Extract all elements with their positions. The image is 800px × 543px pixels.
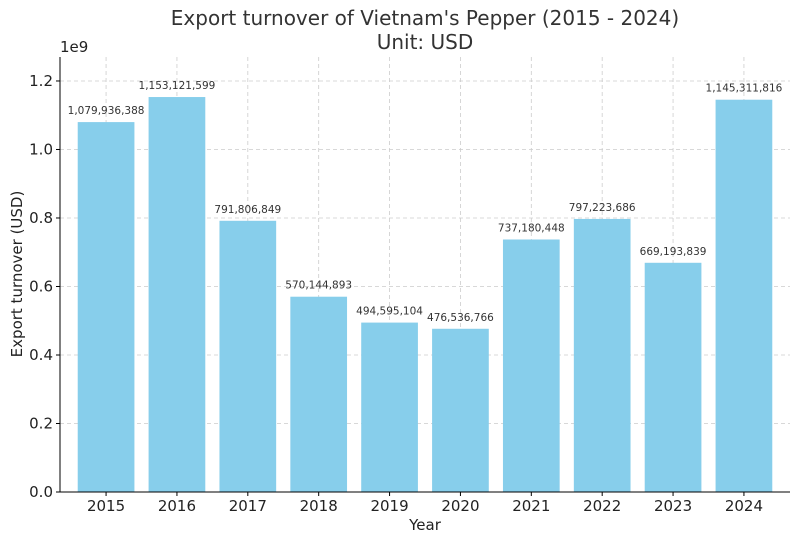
x-tick-label-2020: 2020	[441, 497, 479, 515]
y-tick-label: 0.2	[29, 414, 53, 432]
y-tick-label: 0.6	[29, 277, 53, 295]
data-label-2023: 669,193,839	[640, 246, 707, 258]
data-label-2016: 1,153,121,599	[139, 80, 216, 92]
data-label-2019: 494,595,104	[356, 306, 423, 318]
bar-2018	[290, 296, 348, 492]
data-label-2024: 1,145,311,816	[706, 83, 783, 95]
bar-2016	[148, 97, 206, 493]
x-axis-label: Year	[408, 516, 442, 534]
data-labels: 1,079,936,388 1,153,121,599 791,806,849 570…	[68, 80, 783, 324]
y-tick-label: 1.0	[29, 140, 53, 158]
bar-2021	[502, 239, 560, 492]
chart-title-line-1: Export turnover of Vietnam's Pepper (201…	[171, 6, 679, 30]
data-label-2018: 570,144,893	[285, 280, 352, 292]
x-tick-label-2017: 2017	[229, 497, 267, 515]
chart-title-line-2: Unit: USD	[377, 30, 474, 54]
bar-2017	[219, 220, 277, 492]
y-axis-label: Export turnover (USD)	[8, 191, 26, 358]
data-label-2017: 791,806,849	[214, 204, 281, 216]
bar-2024	[715, 99, 773, 492]
axes: 0.0 0.2 0.4 0.6 0.8 1.0 1.2 2015 2016 2017 2018 201…	[29, 57, 790, 515]
y-tick-label: 1.2	[29, 72, 53, 90]
bar-2020	[432, 328, 489, 492]
bar-2023	[644, 262, 702, 492]
x-tick-label-2023: 2023	[654, 497, 692, 515]
data-label-2021: 737,180,448	[498, 223, 565, 235]
bar-2015	[77, 122, 135, 492]
y-tick-label: 0.0	[29, 483, 53, 501]
data-label-2020: 476,536,766	[427, 312, 494, 324]
bars	[77, 97, 773, 493]
x-tick-label-2024: 2024	[725, 497, 763, 515]
data-label-2022: 797,223,686	[569, 202, 636, 214]
x-tick-label-2016: 2016	[158, 497, 196, 515]
data-label-2015: 1,079,936,388	[68, 105, 145, 117]
x-tick-label-2021: 2021	[512, 497, 550, 515]
x-tick-label-2018: 2018	[300, 497, 338, 515]
y-scale-label: 1e9	[60, 38, 88, 56]
bar-2019	[361, 322, 418, 492]
y-tick-label: 0.4	[29, 346, 53, 364]
bar-2022	[573, 218, 631, 493]
x-tick-label-2022: 2022	[583, 497, 621, 515]
x-tick-label-2019: 2019	[370, 497, 408, 515]
x-tick-label-2015: 2015	[87, 497, 125, 515]
y-tick-label: 0.8	[29, 209, 53, 227]
